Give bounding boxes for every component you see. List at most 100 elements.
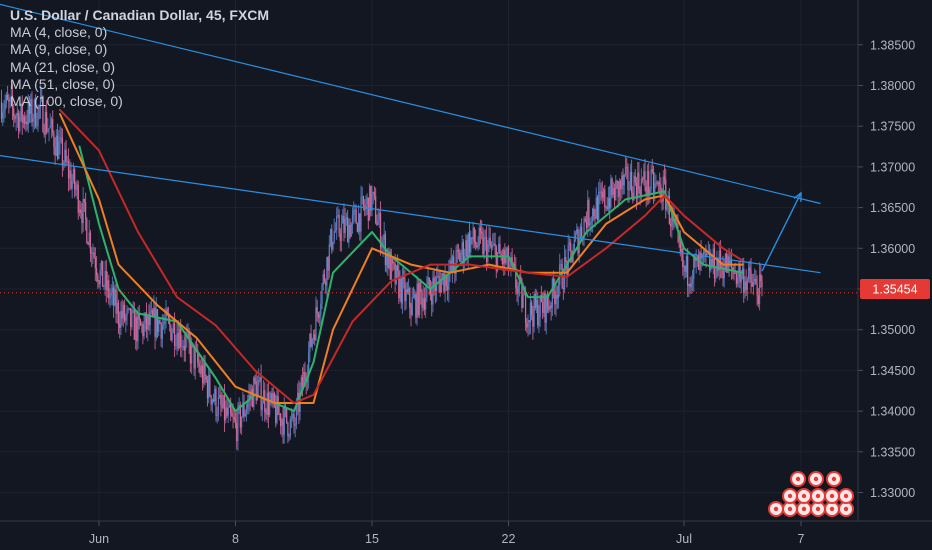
candle-body (409, 288, 411, 308)
candle-body (61, 138, 64, 166)
candle-body (349, 224, 351, 237)
candle-body (359, 213, 361, 232)
candle-body (141, 324, 143, 326)
candle-body (757, 295, 759, 305)
candle-body (273, 392, 276, 406)
candle-body (236, 422, 238, 442)
candle-body (577, 229, 579, 254)
candle-body (482, 233, 484, 255)
time-axis-panel[interactable] (0, 521, 858, 550)
candle-body (733, 270, 735, 274)
candle-body (91, 253, 93, 255)
candle-body (36, 125, 38, 127)
candle-body (483, 237, 485, 255)
candle-body (751, 282, 753, 287)
candle-body (596, 197, 599, 220)
candle-body (602, 189, 605, 198)
ma-legend-21[interactable]: MA (21, close, 0) (10, 58, 116, 75)
last-price-label: 1.35454 (860, 279, 930, 299)
candle-body (83, 198, 85, 203)
ma-lines (59, 108, 744, 413)
candle-body (28, 102, 31, 114)
candle-body (69, 170, 71, 179)
flag-leaf-icon (815, 506, 821, 512)
candle-body (54, 147, 56, 156)
candle-body (49, 125, 51, 129)
flag-leaf-icon (795, 476, 801, 482)
candle-body (142, 324, 144, 337)
candle-body (467, 233, 469, 258)
candle-body (688, 284, 690, 286)
ma-legend-100[interactable]: MA (100, close, 0) (10, 93, 123, 110)
candle-body (243, 402, 245, 417)
candle-body (150, 310, 153, 313)
candle-body (411, 297, 413, 315)
candle-body (237, 406, 239, 442)
candle-body (581, 226, 583, 237)
candle-body (200, 365, 202, 374)
candle-body (383, 234, 385, 241)
candle-body (26, 121, 28, 125)
candle-body (439, 280, 441, 293)
candle-body (538, 317, 540, 326)
candle-body (27, 102, 29, 125)
candle-body (9, 98, 11, 102)
candle-body (540, 295, 543, 303)
ma-legend-9[interactable]: MA (9, close, 0) (10, 41, 108, 58)
candle-body (662, 176, 664, 202)
candle-body (431, 294, 433, 305)
candle-body (191, 343, 193, 364)
candle-body (607, 198, 610, 210)
candle-body (534, 293, 536, 308)
candle-body (739, 265, 741, 283)
candle-body (159, 320, 161, 324)
candle-body (180, 328, 182, 347)
symbol-title[interactable]: U.S. Dollar / Canadian Dollar, 45, FXCM (10, 7, 270, 23)
ma-legend-51[interactable]: MA (51, close, 0) (10, 75, 116, 92)
candle-body (64, 149, 66, 164)
economic-events[interactable] (768, 471, 854, 517)
candle-body (77, 184, 79, 213)
candle-body (43, 131, 45, 135)
candle-body (737, 277, 739, 284)
price-tick-label: 1.34500 (870, 364, 915, 378)
candle-body (267, 392, 270, 416)
flag-leaf-icon (801, 506, 807, 512)
price-tick-label: 1.37500 (870, 120, 915, 134)
ma-line (59, 108, 744, 404)
candle-body (311, 338, 313, 347)
candle-body (161, 324, 163, 339)
candle-body (220, 394, 222, 405)
candle-body (188, 331, 190, 343)
candle-body (113, 287, 115, 306)
candle-body (378, 212, 380, 221)
candle-body (635, 182, 638, 199)
last-price-label-text: 1.35454 (872, 283, 917, 297)
candle-body (445, 274, 447, 286)
candle-body (745, 281, 747, 291)
flag-leaf-icon (831, 476, 837, 482)
candle-body (76, 184, 78, 190)
candle-body (234, 419, 237, 423)
ma-legend-4[interactable]: MA (4, close, 0) (10, 24, 108, 41)
candle-body (629, 171, 631, 190)
candle-body (167, 315, 170, 319)
candle-body (149, 312, 151, 326)
candle-body (66, 161, 68, 163)
candle-body (50, 119, 53, 126)
price-axis-panel[interactable] (858, 0, 932, 550)
candle-body (388, 251, 390, 268)
candle-body (32, 118, 34, 122)
candle-body (357, 213, 360, 233)
candle-body (21, 104, 23, 123)
candle-body (456, 250, 458, 251)
candle-body (350, 223, 352, 237)
candle-body (626, 166, 628, 168)
time-tick-label: 8 (232, 532, 239, 546)
candle-body (407, 288, 410, 293)
candle-body (106, 280, 109, 291)
candle-body (154, 307, 156, 338)
candle-body (432, 277, 434, 305)
candle-body (365, 203, 367, 210)
